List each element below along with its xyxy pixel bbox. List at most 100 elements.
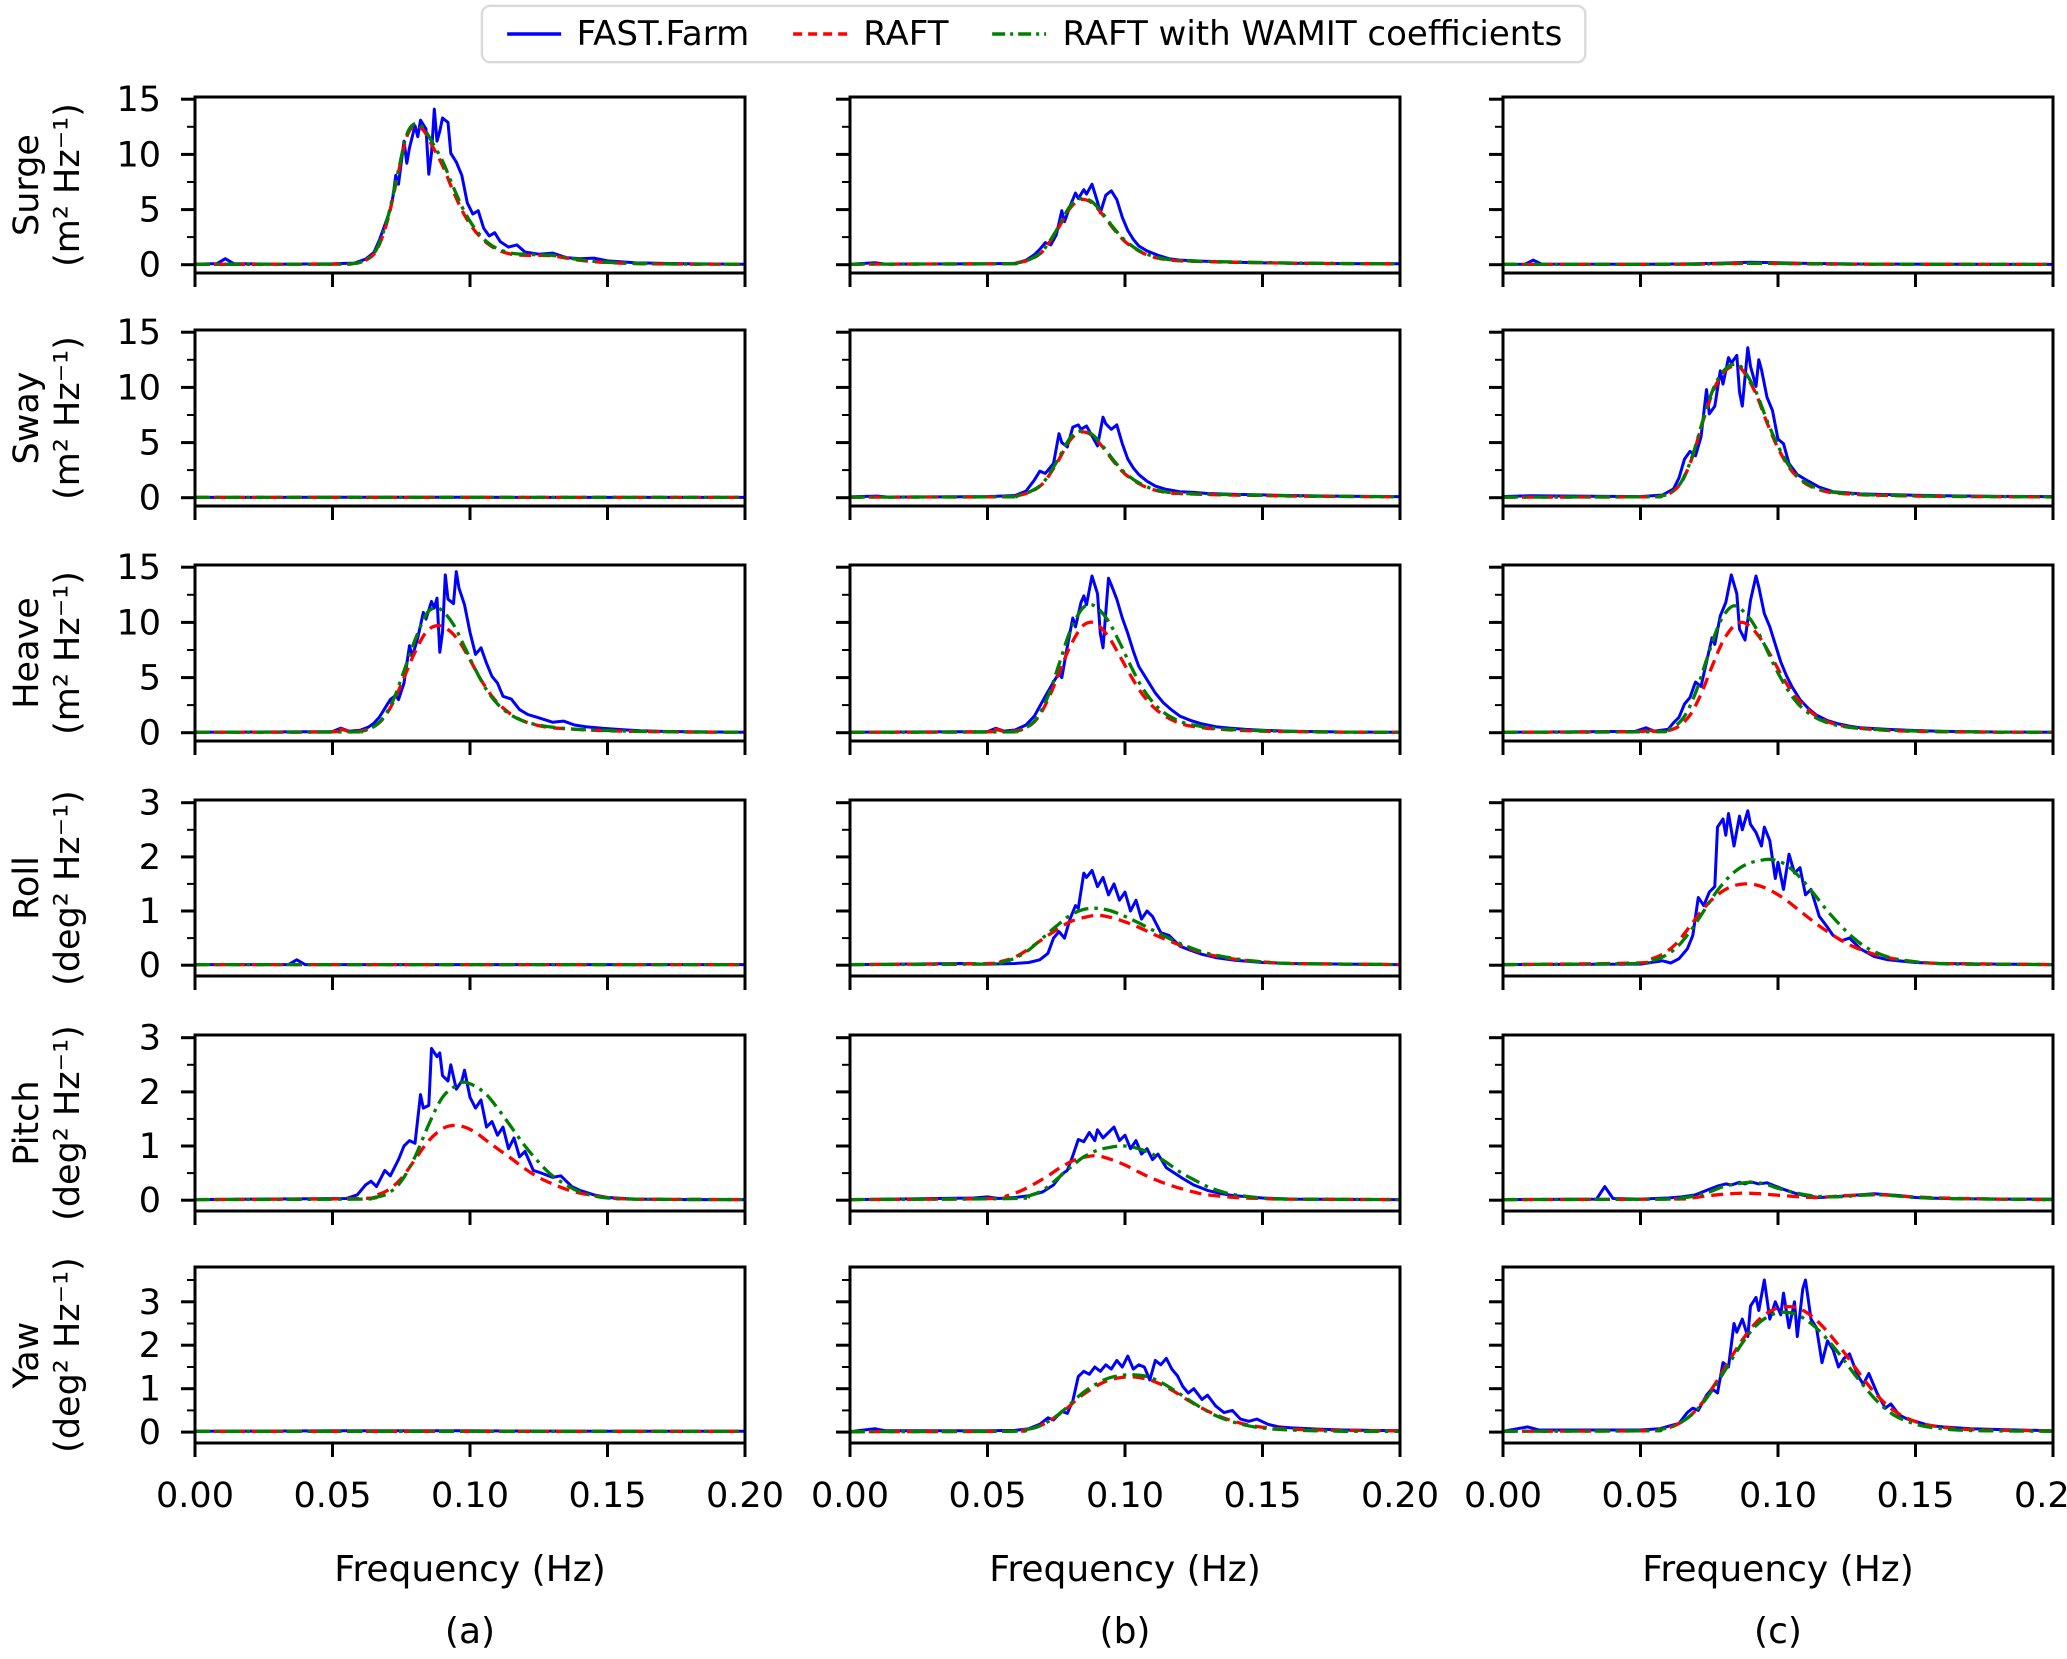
series-raft-heave-c bbox=[1504, 620, 2052, 734]
axes-box bbox=[193, 798, 747, 978]
y-tick-label: 2 bbox=[139, 1073, 161, 1113]
subplot-yaw-c: 0.00 0.05 0.10 0.15 0.20 bbox=[1464, 1265, 2067, 1516]
subplot-surge-c bbox=[1489, 95, 2055, 287]
y-tick-label: 1 bbox=[139, 1370, 161, 1410]
series-fastfarm-roll-c bbox=[1504, 809, 2052, 967]
subplot-sway-b bbox=[836, 328, 1402, 520]
series-wamit-pitch-a bbox=[196, 1080, 744, 1202]
x-tick-label: 0.10 bbox=[431, 1476, 509, 1516]
series-fastfarm-pitch-a bbox=[196, 1047, 744, 1202]
x-tick-label: 0.00 bbox=[1464, 1476, 1542, 1516]
dof-unit: (m² Hz⁻¹) bbox=[48, 571, 88, 735]
subplot-sway-a: 0 5 10 15 bbox=[116, 313, 747, 520]
dof-name: Pitch bbox=[6, 1080, 47, 1166]
y-tick-label: 15 bbox=[116, 80, 161, 120]
dof-unit: (m² Hz⁻¹) bbox=[48, 103, 88, 267]
subplot-heave-c bbox=[1489, 563, 2055, 755]
subplot-pitch-c bbox=[1489, 1033, 2055, 1225]
subplot-yaw-b: 0.00 0.05 0.10 0.15 0.20 bbox=[811, 1265, 1439, 1516]
y-tick-label: 1 bbox=[139, 892, 161, 932]
y-tick-label: 0 bbox=[139, 1181, 161, 1221]
y-tick-label: 5 bbox=[139, 191, 161, 231]
y-tick-label: 5 bbox=[139, 659, 161, 699]
series-raft-heave-a bbox=[196, 623, 744, 734]
series-fastfarm-surge-a bbox=[196, 107, 744, 266]
legend-item-raft: RAFT bbox=[791, 17, 948, 51]
dof-name: Sway bbox=[6, 371, 47, 465]
x-tick-label: 0.00 bbox=[156, 1476, 234, 1516]
dof-unit: (deg² Hz⁻¹) bbox=[48, 1257, 88, 1453]
series-wamit-sway-c bbox=[1504, 362, 2052, 499]
series-fastfarm-heave-a bbox=[196, 570, 744, 734]
subplot-sway-c bbox=[1489, 328, 2055, 520]
axes-box bbox=[1501, 798, 2055, 978]
y-tick-label: 2 bbox=[139, 838, 161, 878]
x-axis-title-a: Frequency (Hz) bbox=[334, 1549, 606, 1590]
dof-unit: (m² Hz⁻¹) bbox=[48, 336, 88, 500]
series-fastfarm-surge-b bbox=[851, 182, 1399, 266]
axes-box bbox=[193, 328, 747, 508]
series-fastfarm-pitch-c bbox=[1504, 1180, 2052, 1202]
axes-box bbox=[193, 563, 747, 743]
series-fastfarm-sway-c bbox=[1504, 346, 2052, 499]
series-wamit-pitch-c bbox=[1504, 1180, 2052, 1202]
subplot-pitch-a: 0 1 2 3 bbox=[139, 1019, 747, 1225]
y-tick-label: 3 bbox=[139, 1019, 161, 1059]
axes-box bbox=[848, 798, 1402, 978]
legend-item-fastfarm: FAST.Farm bbox=[505, 14, 750, 54]
series-raft-surge-a bbox=[196, 123, 744, 266]
x-tick-label: 0.10 bbox=[1086, 1476, 1164, 1516]
y-tick-label: 0 bbox=[139, 246, 161, 286]
series-wamit-heave-a bbox=[196, 606, 744, 734]
axes-box bbox=[193, 1265, 747, 1445]
series-raft-yaw-b bbox=[851, 1375, 1399, 1434]
series-wamit-surge-c bbox=[1504, 261, 2052, 267]
subplot-roll-a: 0 1 2 3 bbox=[139, 784, 747, 990]
y-tick-label: 0 bbox=[139, 1413, 161, 1453]
legend-item-wamit: RAFT with WAMIT coefficients bbox=[990, 17, 1562, 51]
axes-box bbox=[1501, 1265, 2055, 1445]
series-raft-roll-b bbox=[851, 913, 1399, 967]
y-tick-label: 0 bbox=[139, 714, 161, 754]
x-tick-label: 0.10 bbox=[1739, 1476, 1817, 1516]
series-raft-surge-b bbox=[851, 197, 1399, 266]
axes-box bbox=[1501, 95, 2055, 275]
series-raft-sway-b bbox=[851, 430, 1399, 499]
series-fastfarm-yaw-c bbox=[1504, 1278, 2052, 1433]
column-tag-a: (a) bbox=[444, 1611, 496, 1652]
axes-box bbox=[193, 1033, 747, 1213]
legend-label-raft: RAFT bbox=[863, 14, 949, 54]
axes-box bbox=[848, 1265, 1402, 1445]
y-tick-label: 15 bbox=[116, 548, 161, 588]
column-tag-b: (b) bbox=[1099, 1611, 1151, 1652]
dof-unit: (deg² Hz⁻¹) bbox=[48, 790, 88, 986]
series-raft-pitch-b bbox=[851, 1154, 1399, 1202]
y-tick-label: 10 bbox=[116, 603, 161, 643]
series-fastfarm-heave-b bbox=[851, 574, 1399, 734]
axes-box bbox=[848, 1033, 1402, 1213]
series-wamit-yaw-b bbox=[851, 1373, 1399, 1434]
subplot-pitch-b bbox=[836, 1033, 1402, 1225]
subplot-roll-c bbox=[1489, 798, 2055, 990]
y-axis-label-yaw: Yaw (deg² Hz⁻¹) bbox=[0, 1215, 104, 1495]
y-tick-label: 3 bbox=[139, 784, 161, 824]
legend-line-raft-icon bbox=[793, 32, 848, 36]
series-wamit-heave-b bbox=[851, 602, 1399, 734]
axes-box bbox=[1501, 1033, 2055, 1213]
x-tick-label: 0.15 bbox=[569, 1476, 647, 1516]
y-tick-label: 5 bbox=[139, 424, 161, 464]
x-tick-label: 0.05 bbox=[294, 1476, 372, 1516]
series-wamit-surge-a bbox=[196, 121, 744, 266]
series-raft-sway-c bbox=[1504, 364, 2052, 499]
subplot-heave-b bbox=[836, 563, 1402, 755]
x-tick-label: 0.15 bbox=[1224, 1476, 1302, 1516]
dof-name: Surge bbox=[6, 134, 47, 236]
x-axis-title-c: Frequency (Hz) bbox=[1642, 1549, 1914, 1590]
series-wamit-heave-c bbox=[1504, 604, 2052, 734]
legend-label-fastfarm: FAST.Farm bbox=[576, 14, 750, 54]
x-tick-label: 0.20 bbox=[706, 1476, 784, 1516]
y-tick-label: 10 bbox=[116, 368, 161, 408]
legend-label-wamit: RAFT with WAMIT coefficients bbox=[1062, 14, 1563, 54]
axes-box bbox=[1501, 328, 2055, 508]
